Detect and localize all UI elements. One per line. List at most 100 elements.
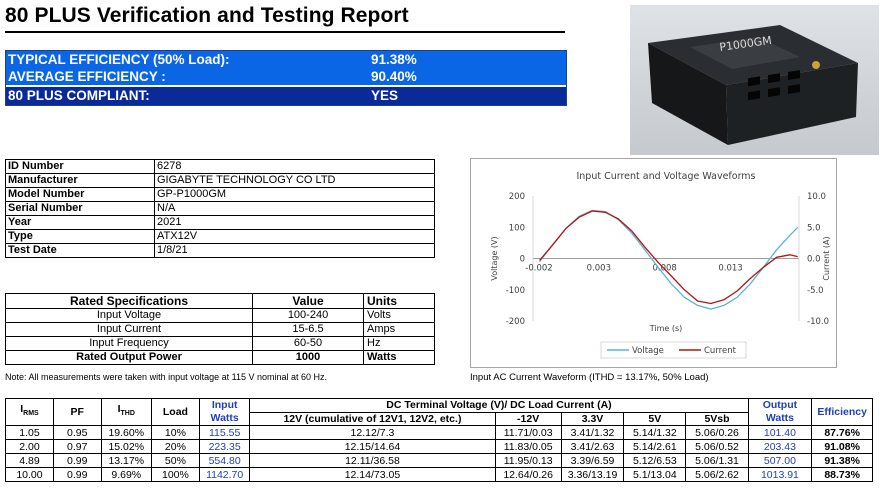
results-cell-output: 507.00 <box>747 453 813 468</box>
results-cell-eff: 87.76% <box>811 425 873 440</box>
rated-unit: Hz <box>363 336 435 351</box>
rated-unit: Watts <box>363 350 435 365</box>
results-cell-v5: 5.12/6.53 <box>623 453 687 468</box>
average-efficiency-row: AVERAGE EFFICIENCY : 90.40% <box>6 68 566 85</box>
rated-value: 15-6.5 <box>252 322 364 337</box>
rated-spec: Rated Output Power <box>5 350 253 365</box>
info-value: 1/8/21 <box>154 243 435 258</box>
info-row: Model Number GP-P1000GM <box>5 187 435 202</box>
info-value: N/A <box>154 201 435 216</box>
results-cell-v12: 12.11/36.58 <box>249 453 496 468</box>
rated-unit: Amps <box>363 322 435 337</box>
chart-y-tick-label: -200 <box>506 317 525 327</box>
results-cell-load: 50% <box>150 453 200 468</box>
header-ithd-sub: THD <box>120 410 135 418</box>
header-load: Load <box>150 398 200 426</box>
rated-spec: Input Voltage <box>5 308 253 323</box>
results-header-row-1: IRMS PF ITHD Load Input Watts DC Termina… <box>5 398 873 426</box>
header-12v: 12V (cumulative of 12V1, 12V2, etc.) <box>249 411 496 426</box>
info-value: ATX12V <box>154 229 435 244</box>
info-value: 2021 <box>154 215 435 230</box>
results-cell-input: 1142.70 <box>198 467 251 482</box>
info-row: Serial Number N/A <box>5 201 435 216</box>
rated-header-value: Value <box>252 293 364 309</box>
results-cell-output: 1013.91 <box>747 467 813 482</box>
info-key: Serial Number <box>5 201 155 216</box>
rated-header-spec: Rated Specifications <box>5 293 253 309</box>
info-row: ID Number 6278 <box>5 159 435 174</box>
chart-y2-tick-label: 5.0 <box>807 223 821 233</box>
results-cell-load: 100% <box>150 467 200 482</box>
compliant-row: 80 PLUS COMPLIANT: YES <box>6 87 566 105</box>
chart-y-tick-label: -100 <box>506 286 525 296</box>
typical-efficiency-row: TYPICAL EFFICIENCY (50% Load): 91.38% <box>6 51 566 68</box>
results-cell-v33: 3.41/1.32 <box>560 425 625 440</box>
header-ithd: ITHD <box>100 398 152 426</box>
results-cell-ithd: 19.60% <box>100 425 152 440</box>
waveform-chart: Input Current and Voltage Waveforms 200 10… <box>470 158 837 368</box>
results-cell-vm12: 11.83/0.05 <box>494 439 562 454</box>
average-efficiency-value: 90.40% <box>371 69 417 84</box>
rated-spec: Input Current <box>5 322 253 337</box>
header-minus12v: -12V <box>494 411 562 426</box>
chart-series-current-line <box>539 210 798 305</box>
header-5v: 5V <box>623 411 687 426</box>
rated-row: Input Voltage 100-240 Volts <box>5 308 435 323</box>
results-row: 10.00 0.99 9.69% 100% 1142.70 12.14/73.05 12.6… <box>5 467 873 482</box>
results-cell-load: 10% <box>150 425 200 440</box>
chart-y2-tick-label: -5.0 <box>807 286 824 296</box>
average-efficiency-label: AVERAGE EFFICIENCY : <box>8 69 166 84</box>
results-cell-ithd: 15.02% <box>100 439 152 454</box>
results-cell-v5sb: 5.06/0.52 <box>685 439 749 454</box>
chart-series-voltage-line <box>539 209 799 310</box>
results-cell-v12: 12.12/7.3 <box>249 425 496 440</box>
info-row: Test Date 1/8/21 <box>5 243 435 258</box>
results-cell-v5: 5.1/13.04 <box>623 467 687 482</box>
info-key: ID Number <box>5 159 155 174</box>
typical-efficiency-label: TYPICAL EFFICIENCY (50% Load): <box>8 52 230 67</box>
results-cell-irms: 2.00 <box>5 439 54 454</box>
results-row: 4.89 0.99 13.17% 50% 554.80 12.11/36.58 11.95/… <box>5 453 873 468</box>
rated-row: Input Frequency 60-50 Hz <box>5 336 435 351</box>
header-efficiency: Efficiency <box>811 398 873 426</box>
results-cell-vm12: 11.95/0.13 <box>494 453 562 468</box>
efficiency-summary: TYPICAL EFFICIENCY (50% Load): 91.38% AV… <box>5 50 567 106</box>
waveform-chart-svg: Input Current and Voltage Waveforms 200 10… <box>490 171 831 359</box>
header-irms: IRMS <box>5 398 54 426</box>
results-cell-irms: 1.05 <box>5 425 54 440</box>
results-cell-pf: 0.95 <box>52 425 102 440</box>
info-row: Manufacturer GIGABYTE TECHNOLOGY CO LTD <box>5 173 435 188</box>
rated-value: 1000 <box>252 350 364 365</box>
results-cell-irms: 10.00 <box>5 467 54 482</box>
header-pf: PF <box>52 398 102 426</box>
info-key: Type <box>5 229 155 244</box>
results-cell-pf: 0.99 <box>52 453 102 468</box>
results-cell-v12: 12.14/73.05 <box>249 467 496 482</box>
info-value: GIGABYTE TECHNOLOGY CO LTD <box>154 173 435 188</box>
header-output-watts: Output Watts <box>747 398 813 426</box>
header-5vsb: 5Vsb <box>685 411 749 426</box>
header-ithd-main: I <box>117 403 121 416</box>
chart-y-tick-label: 100 <box>509 223 525 233</box>
results-cell-output: 203.43 <box>747 439 813 454</box>
chart-y2-tick-label: -10.0 <box>807 317 829 327</box>
results-cell-v5sb: 5.06/0.26 <box>685 425 749 440</box>
info-row: Type ATX12V <box>5 229 435 244</box>
chart-x-tick-label: -0.002 <box>525 264 552 274</box>
chart-y-tick-label: 200 <box>509 192 525 202</box>
info-key: Model Number <box>5 187 155 202</box>
chart-title: Input Current and Voltage Waveforms <box>576 171 755 182</box>
chart-x-axis-label: Time (s) <box>649 324 683 333</box>
results-cell-eff: 91.08% <box>811 439 873 454</box>
chart-y-axis-label: Voltage (V) <box>490 236 499 280</box>
rated-row: Input Current 15-6.5 Amps <box>5 322 435 337</box>
header-dc-group: DC Terminal Voltage (V)/ DC Load Current… <box>249 398 749 413</box>
rated-row: Rated Output Power 1000 Watts <box>5 350 435 365</box>
psu-info-table: ID Number 6278 Manufacturer GIGABYTE TECHNO… <box>5 159 435 258</box>
results-cell-output: 101.40 <box>747 425 813 440</box>
chart-legend <box>600 341 747 359</box>
psu-photo-icon: P1000GM <box>648 25 858 145</box>
rated-header-row: Rated Specifications Value Units <box>5 293 435 309</box>
results-cell-v33: 3.36/13.19 <box>560 467 625 482</box>
header-irms-sub: RMS <box>23 410 39 418</box>
